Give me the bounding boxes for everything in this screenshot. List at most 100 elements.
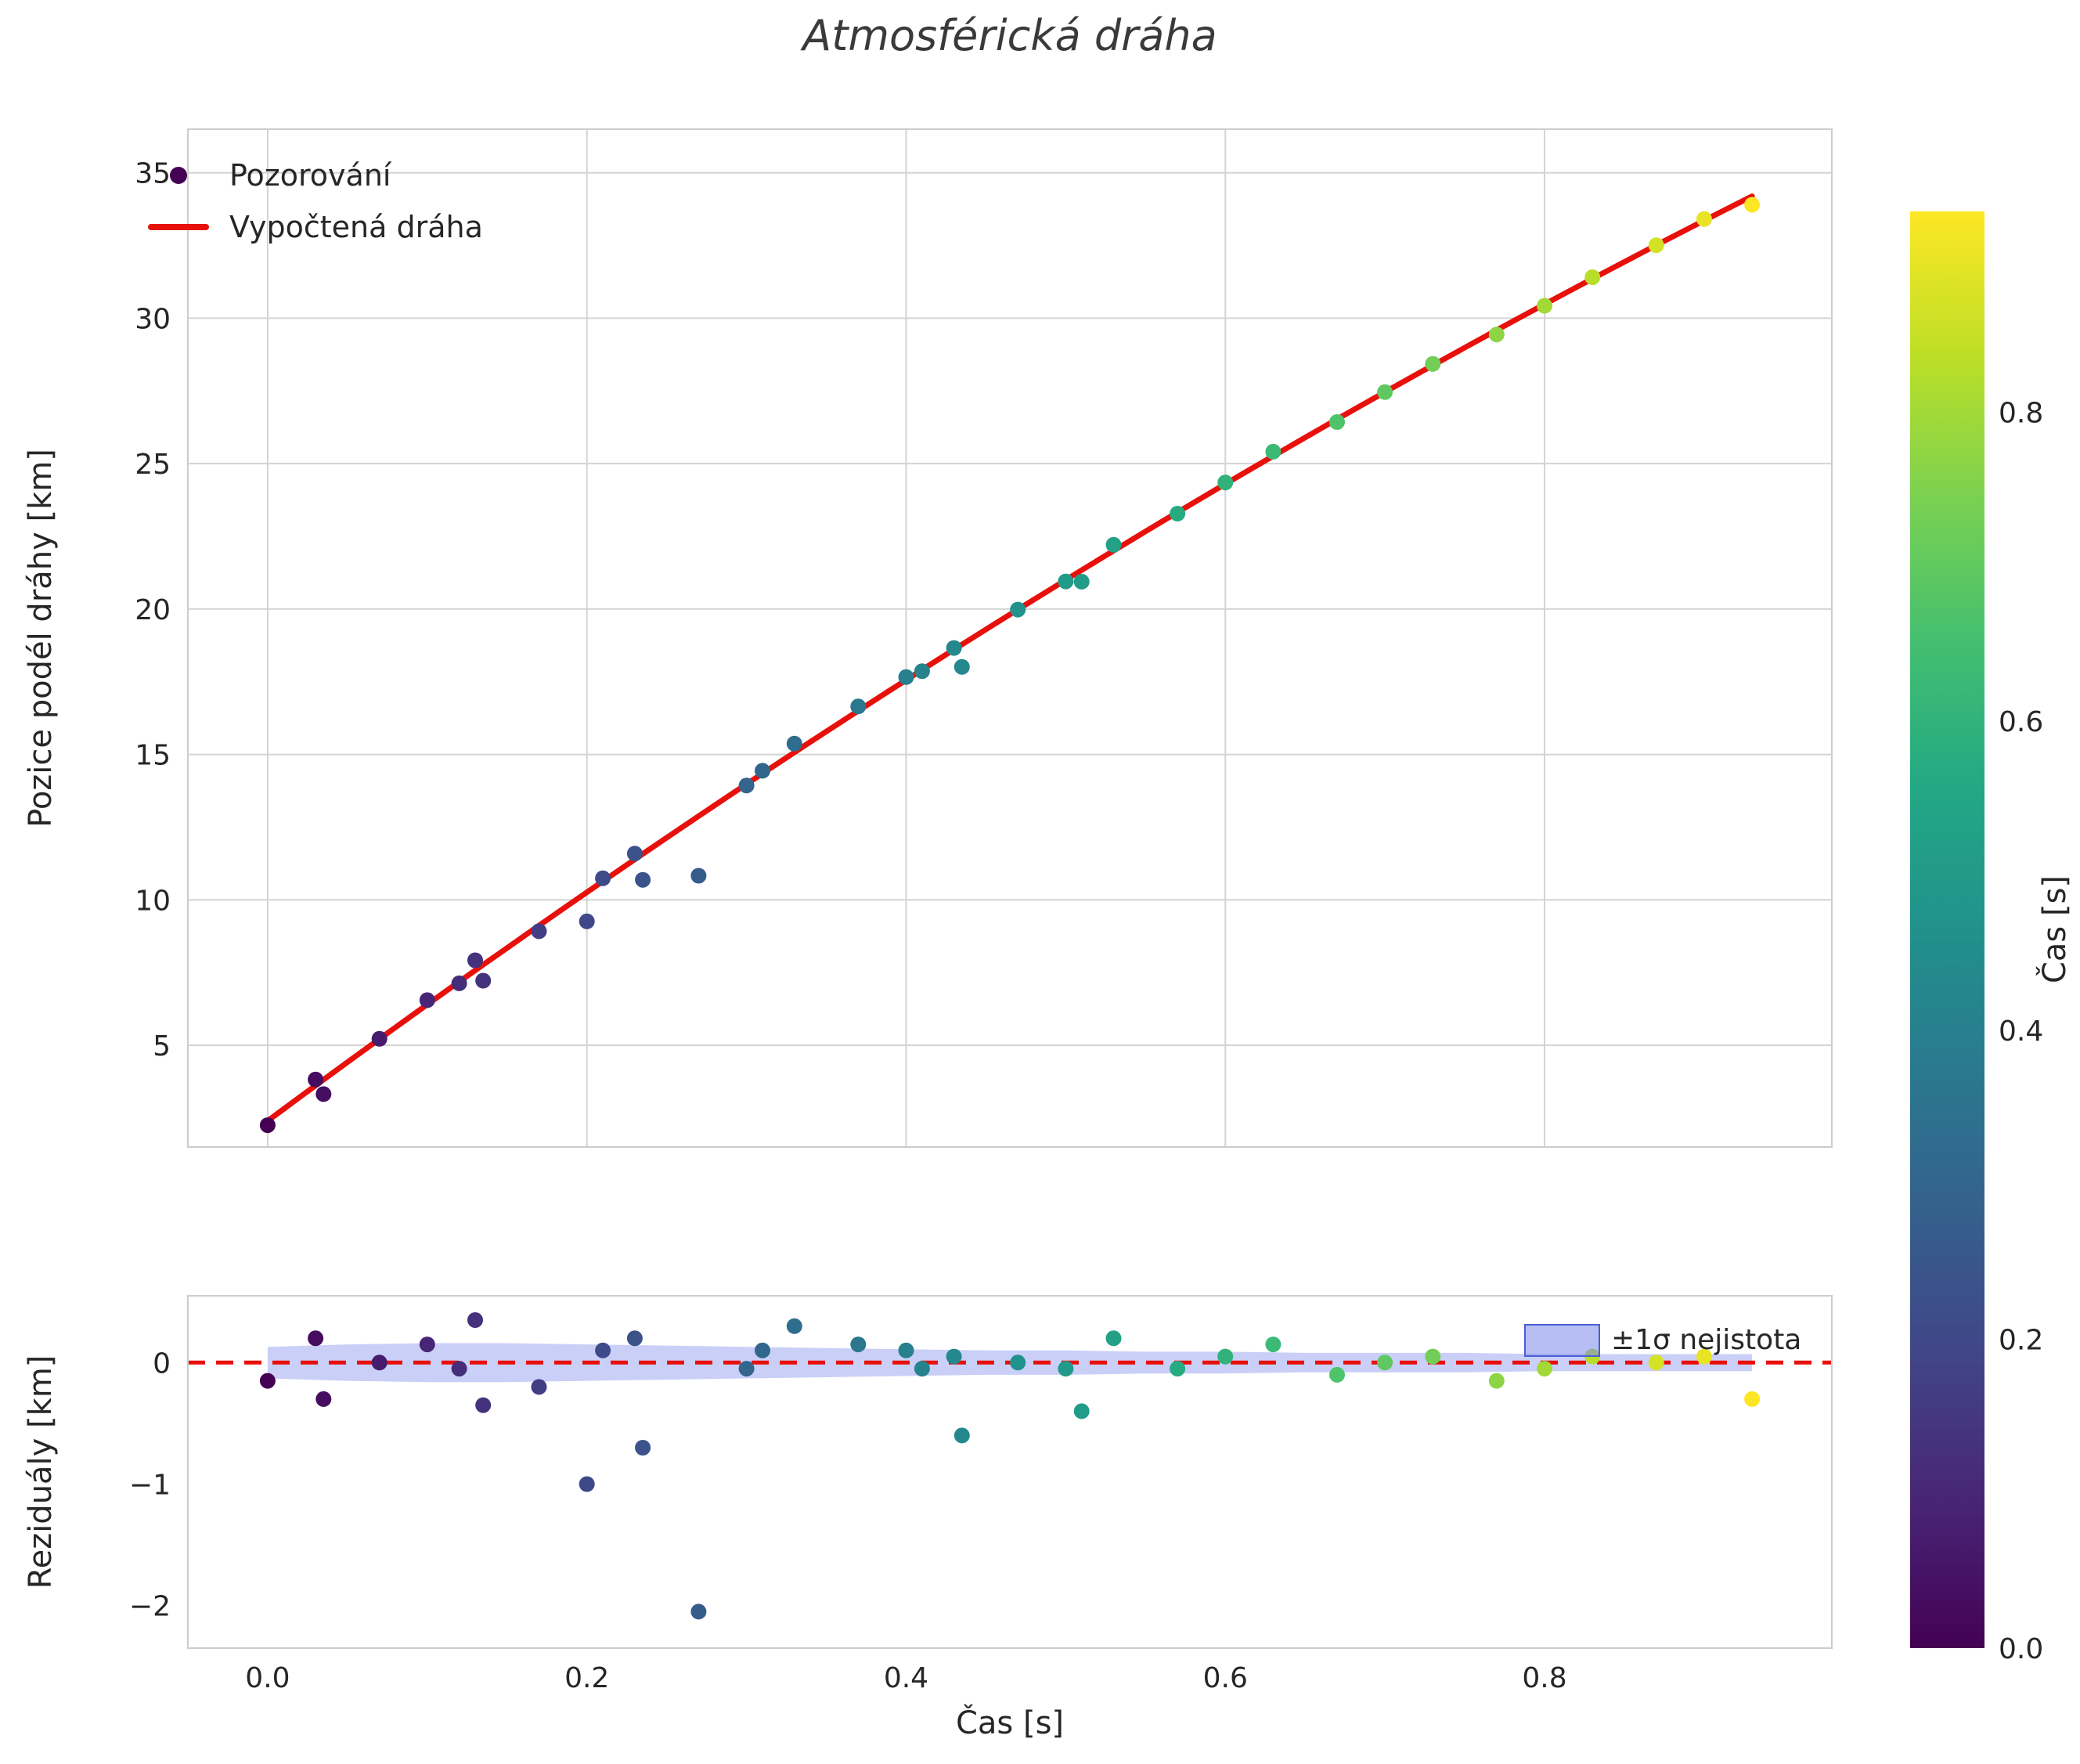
residual-point: [531, 1379, 547, 1395]
observation-point: [315, 1086, 332, 1102]
residual-point: [475, 1397, 492, 1413]
residual-point: [1217, 1348, 1234, 1365]
colorbar-label: Čas [s]: [2037, 875, 2073, 984]
observation-point: [1696, 211, 1712, 227]
residual-point: [1696, 1348, 1712, 1365]
residual-point: [1010, 1355, 1026, 1371]
observation-point: [531, 923, 547, 940]
observation-point: [1648, 237, 1664, 254]
observation-point: [946, 640, 962, 656]
fit-line-marker-icon: [148, 224, 209, 230]
tick-label: −2: [129, 1591, 171, 1623]
observation-point: [898, 669, 914, 685]
residual-point: [451, 1361, 467, 1377]
observation-point: [1010, 601, 1026, 618]
colorbar-gradient: [1910, 211, 1984, 1648]
residual-point: [738, 1361, 755, 1377]
residual-point: [1058, 1361, 1074, 1377]
observation-point: [626, 846, 643, 862]
residual-point: [595, 1342, 611, 1358]
tick-label: −1: [129, 1470, 171, 1502]
observation-point: [1170, 506, 1186, 521]
residual-point: [1744, 1391, 1761, 1407]
residual-point: [690, 1603, 707, 1620]
residuals-plot-frame: [187, 1295, 1833, 1649]
residual-point: [850, 1337, 867, 1353]
tick-label: 0.8: [1999, 398, 2043, 430]
y-axis-label-trajectory: Pozice podél dráhy [km]: [23, 449, 59, 828]
x-axis-label: Čas [s]: [955, 1705, 1065, 1741]
tick-label: 0.4: [1999, 1015, 2043, 1048]
residual-point: [315, 1391, 332, 1407]
residual-point: [419, 1337, 435, 1353]
tick-label: 20: [135, 594, 171, 626]
tick-label: 30: [135, 303, 171, 335]
residual-point: [626, 1330, 643, 1347]
observation-point: [1537, 298, 1552, 314]
trajectory-plot-frame: [187, 128, 1833, 1148]
observation-point: [1377, 384, 1393, 400]
residual-point: [371, 1355, 388, 1371]
tick-label: 0.2: [564, 1662, 609, 1694]
observation-point: [451, 975, 467, 991]
band-legend-swatch: [1524, 1324, 1600, 1357]
observation-point: [738, 777, 755, 794]
uncertainty-annotation: ±1σ nejistota: [1611, 1324, 1802, 1356]
tick-label: 0.2: [1999, 1324, 2043, 1356]
observation-point: [467, 952, 483, 969]
observation-point: [1073, 573, 1090, 590]
tick-label: 0.6: [1203, 1662, 1248, 1694]
tick-label: 25: [135, 449, 171, 481]
residual-point: [1265, 1337, 1282, 1353]
observation-point: [371, 1030, 388, 1047]
observation-point: [755, 763, 770, 779]
residual-point: [1170, 1361, 1186, 1377]
tick-label: 35: [135, 158, 171, 190]
observation-point: [475, 972, 492, 989]
residual-point: [946, 1348, 962, 1365]
observation-point: [419, 992, 435, 1008]
observation-point: [1425, 355, 1441, 372]
tick-label: 0.8: [1522, 1662, 1566, 1694]
legend-item-fit: Vypočtená dráha: [145, 208, 483, 246]
residual-point: [953, 1427, 970, 1444]
observation-marker-icon: [170, 167, 187, 184]
residual-point: [1105, 1330, 1122, 1347]
observation-point: [579, 913, 595, 929]
residual-point: [579, 1476, 595, 1492]
residual-point: [259, 1373, 276, 1389]
tick-label: 0.0: [245, 1662, 290, 1694]
residual-point: [1425, 1348, 1441, 1365]
residual-point: [1488, 1373, 1505, 1389]
observation-point: [259, 1117, 276, 1134]
residual-point: [1329, 1366, 1345, 1383]
residual-point: [786, 1318, 802, 1334]
legend-marker-area: [145, 224, 212, 230]
tick-label: 10: [135, 885, 171, 917]
observation-point: [1265, 443, 1282, 460]
tick-label: 5: [153, 1030, 171, 1062]
legend-label-observations: Pozorování: [229, 158, 391, 193]
observation-point: [690, 868, 707, 884]
observation-point: [1058, 573, 1074, 590]
y-axis-label-residuals: Reziduály [km]: [23, 1355, 59, 1589]
figure-title: Atmosférická dráha: [802, 11, 1217, 60]
residual-point: [914, 1361, 930, 1377]
observation-point: [1488, 326, 1505, 343]
residual-point: [898, 1342, 914, 1358]
tick-label: 0.6: [1999, 706, 2043, 738]
observation-point: [1329, 414, 1345, 430]
residual-point: [1377, 1355, 1393, 1371]
residual-point: [1648, 1355, 1664, 1371]
residual-point: [755, 1342, 770, 1358]
tick-label: 0.4: [884, 1662, 928, 1694]
observation-point: [1584, 269, 1601, 286]
observation-point: [308, 1071, 324, 1088]
residual-point: [1073, 1403, 1090, 1419]
legend: Pozorování Vypočtená dráha: [145, 157, 483, 246]
tick-label: 0: [153, 1347, 171, 1380]
observation-point: [1744, 197, 1761, 213]
residual-point: [308, 1330, 324, 1347]
